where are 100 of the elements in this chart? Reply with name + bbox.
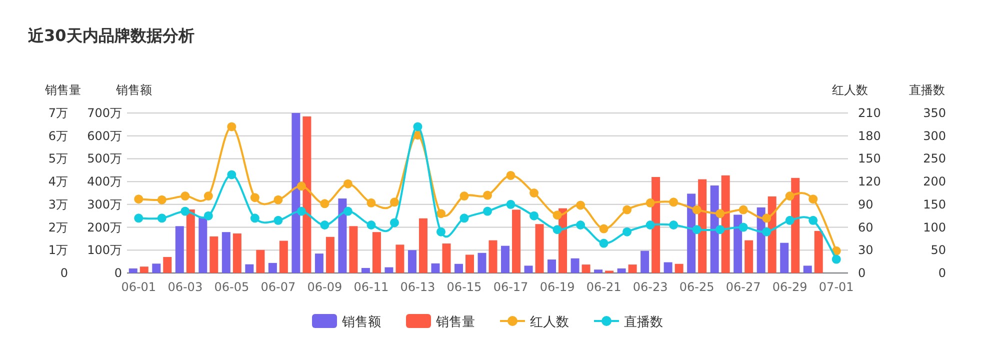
point — [506, 200, 516, 209]
bar — [384, 267, 394, 273]
y-tick-label: 600万 — [87, 128, 122, 143]
point — [785, 192, 794, 201]
y2-tick-label: 250 — [923, 152, 946, 166]
bar — [418, 218, 428, 273]
y2-tick-label: 6万 — [48, 128, 68, 143]
bar — [803, 266, 812, 273]
bar — [314, 254, 324, 273]
bar — [163, 257, 172, 273]
x-tick-label: 06-07 — [260, 280, 296, 294]
bar — [674, 264, 684, 273]
y2-tick-label: 300 — [923, 128, 946, 143]
point — [460, 192, 469, 201]
bar — [698, 179, 707, 273]
bar — [338, 198, 347, 273]
x-tick-label: 06-27 — [726, 280, 761, 294]
y-tick-label: 60 — [858, 220, 874, 234]
bar — [372, 232, 381, 273]
y-tick-label: 400万 — [87, 174, 122, 189]
bar — [814, 230, 823, 273]
point — [390, 198, 399, 207]
bar — [279, 240, 288, 273]
bar — [361, 268, 370, 273]
point — [808, 216, 818, 225]
bar — [780, 242, 789, 273]
point — [227, 170, 236, 180]
bar — [744, 240, 754, 273]
y2-tick-label: 100 — [923, 220, 946, 234]
x-tick-label: 06-19 — [540, 280, 575, 294]
bar — [628, 264, 637, 273]
bar — [512, 210, 521, 273]
bar — [454, 264, 463, 273]
x-tick-label: 06-09 — [307, 280, 342, 294]
point — [576, 200, 586, 210]
bar — [478, 252, 486, 273]
point — [646, 198, 655, 208]
bar — [396, 244, 404, 273]
point — [622, 205, 632, 214]
point — [180, 206, 190, 216]
point — [204, 211, 213, 220]
point — [808, 194, 818, 204]
point — [646, 220, 655, 230]
point — [552, 225, 562, 234]
point — [716, 225, 725, 234]
x-tick-label: 06-21 — [586, 280, 622, 294]
point — [762, 227, 772, 236]
point — [274, 195, 283, 204]
bar — [465, 254, 474, 273]
legend: 直播数 — [594, 315, 663, 330]
legend-label: 销售额 — [341, 315, 381, 330]
point — [250, 214, 260, 223]
legend-label: 销售量 — [435, 315, 475, 330]
point — [483, 190, 492, 200]
y-tick-label: 0 — [114, 266, 122, 280]
y-axis-title: 红人数 — [832, 83, 868, 97]
point — [366, 220, 376, 230]
bar — [349, 226, 358, 273]
bar — [198, 216, 208, 273]
point — [832, 254, 841, 264]
y-tick-label: 180 — [858, 128, 881, 143]
y2-tick-label: 350 — [923, 106, 946, 120]
y-tick-label: 210 — [858, 106, 881, 120]
y2-tick-label: 0 — [938, 266, 946, 280]
bar — [617, 268, 626, 273]
x-tick-label: 06-13 — [400, 280, 436, 294]
y-tick-label: 30 — [858, 243, 874, 258]
bar — [721, 175, 730, 273]
chart-title: 近30天内品牌数据分析 — [27, 26, 194, 45]
point — [343, 206, 352, 216]
point — [436, 227, 446, 236]
bar — [256, 250, 265, 273]
legend-label: 直播数 — [624, 315, 663, 330]
point — [552, 210, 562, 220]
point — [180, 192, 190, 201]
bar — [535, 224, 544, 273]
bar — [245, 264, 254, 273]
y-tick-label: 90 — [858, 197, 874, 212]
y-tick-label: 300万 — [87, 197, 122, 212]
legend: 销售量 — [406, 314, 475, 330]
point — [460, 214, 469, 223]
bar — [140, 266, 148, 273]
point — [692, 225, 702, 234]
legend: 销售额 — [312, 314, 381, 330]
y-tick-label: 500万 — [87, 152, 122, 166]
y2-tick-label: 1万 — [48, 243, 68, 258]
x-tick-label: 06-05 — [214, 280, 250, 294]
x-tick-label: 06-03 — [168, 280, 203, 294]
point — [274, 216, 283, 225]
bar — [152, 264, 161, 273]
y2-tick-label: 2万 — [48, 220, 68, 234]
point — [738, 222, 748, 232]
bar — [710, 185, 719, 273]
bar — [302, 116, 312, 273]
y-axis-title: 销售额 — [115, 83, 152, 97]
point — [506, 170, 516, 180]
bar — [222, 232, 230, 273]
x-tick-label: 06-23 — [632, 280, 668, 294]
bar — [232, 233, 242, 273]
x-tick-label: 06-11 — [354, 280, 389, 294]
